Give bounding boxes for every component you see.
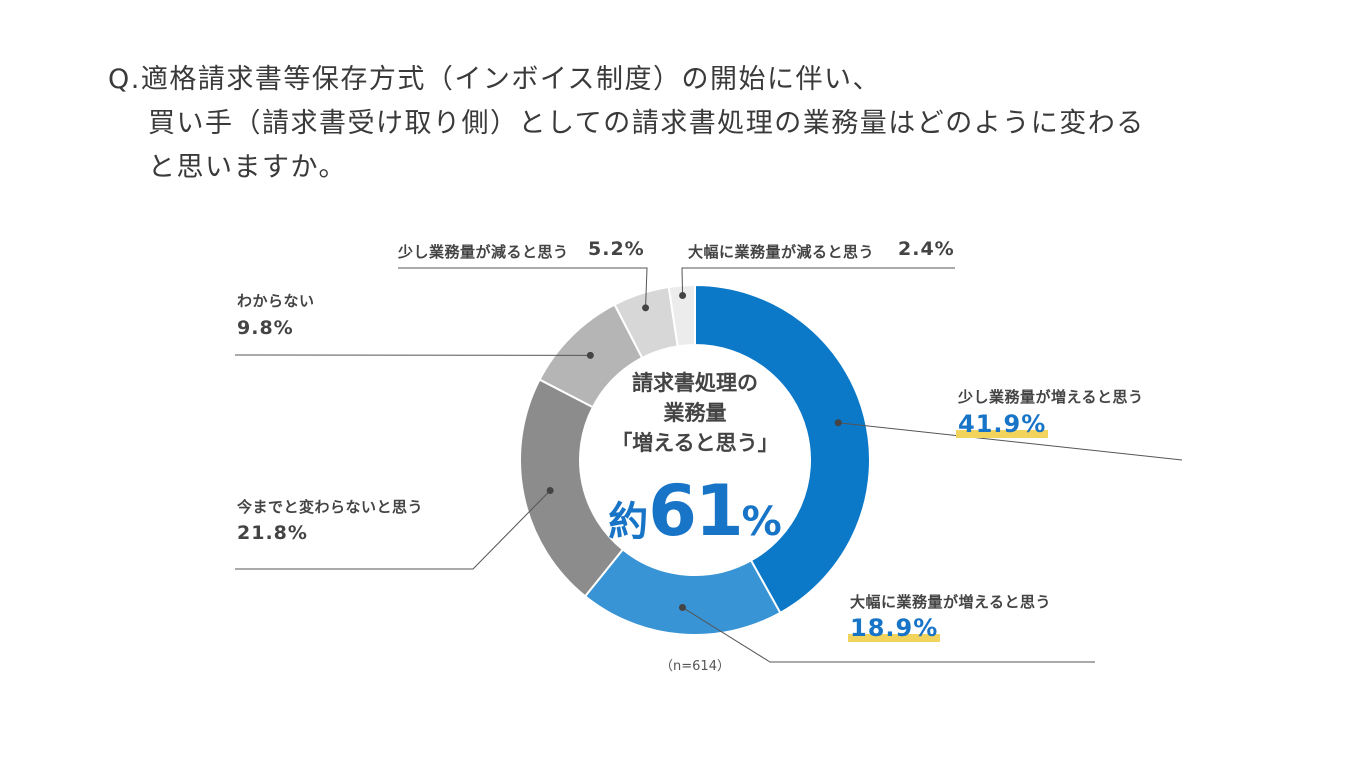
slice-label-greatly-decrease: 大幅に業務量が減ると思う bbox=[688, 243, 875, 261]
center-line-2: 業務量 bbox=[663, 401, 727, 425]
sample-size-note: （n=614） bbox=[660, 659, 730, 674]
slice-label-greatly-increase: 大幅に業務量が増えると思う bbox=[850, 593, 1052, 611]
leader-dot-greatly-decrease bbox=[679, 291, 687, 299]
leader-line-greatly-decrease bbox=[681, 267, 955, 296]
slice-greatly-increase bbox=[583, 548, 782, 636]
center-caption: 請求書処理の 業務量 「増えると思う」 bbox=[575, 368, 815, 458]
center-total: 約61% bbox=[575, 470, 815, 552]
slice-value-unknown: 9.8% bbox=[237, 317, 294, 339]
slice-greatly-decrease bbox=[667, 283, 696, 348]
center-unit: % bbox=[741, 499, 782, 545]
leader-line-slightly-increase bbox=[838, 422, 1183, 461]
question-text: Q.適格請求書等保存方式（インボイス制度）の開始に伴い、 買い手（請求書受け取り… bbox=[108, 58, 1308, 190]
leader-dot-no-change bbox=[546, 486, 554, 494]
center-line-1: 請求書処理の bbox=[632, 371, 758, 395]
slice-label-slightly-decrease: 少し業務量が減ると思う bbox=[398, 243, 569, 261]
leader-line-no-change bbox=[235, 490, 551, 570]
slice-value-greatly-increase: 18.9% bbox=[848, 614, 941, 642]
center-prefix: 約 bbox=[608, 499, 649, 545]
leader-dot-greatly-increase bbox=[678, 603, 686, 611]
slice-slightly-increase bbox=[694, 283, 871, 615]
question-line-2: 買い手（請求書受け取り側）としての請求書処理の業務量はどのように変わる bbox=[148, 108, 1145, 139]
leader-line-greatly-increase bbox=[682, 607, 1095, 663]
question-line-1: Q.適格請求書等保存方式（インボイス制度）の開始に伴い、 bbox=[108, 64, 882, 95]
slice-value-slightly-increase: 41.9% bbox=[956, 410, 1049, 438]
leader-dot-unknown bbox=[586, 351, 594, 359]
slice-value-greatly-decrease: 2.4% bbox=[898, 238, 955, 260]
slice-label-slightly-increase: 少し業務量が増えると思う bbox=[958, 388, 1144, 406]
leader-dot-slightly-increase bbox=[834, 419, 842, 427]
center-line-3: 「増えると思う」 bbox=[611, 431, 779, 455]
slice-label-unknown: わからない bbox=[237, 292, 315, 310]
question-line-3: と思いますか。 bbox=[148, 152, 347, 183]
slice-value-no-change: 21.8% bbox=[237, 522, 308, 544]
slice-value-slightly-decrease: 5.2% bbox=[588, 238, 645, 260]
leader-dot-slightly-decrease bbox=[642, 304, 650, 312]
center-value: 61 bbox=[648, 470, 743, 552]
slice-label-no-change: 今までと変わらないと思う bbox=[237, 498, 424, 516]
leader-line-slightly-decrease bbox=[398, 267, 648, 308]
